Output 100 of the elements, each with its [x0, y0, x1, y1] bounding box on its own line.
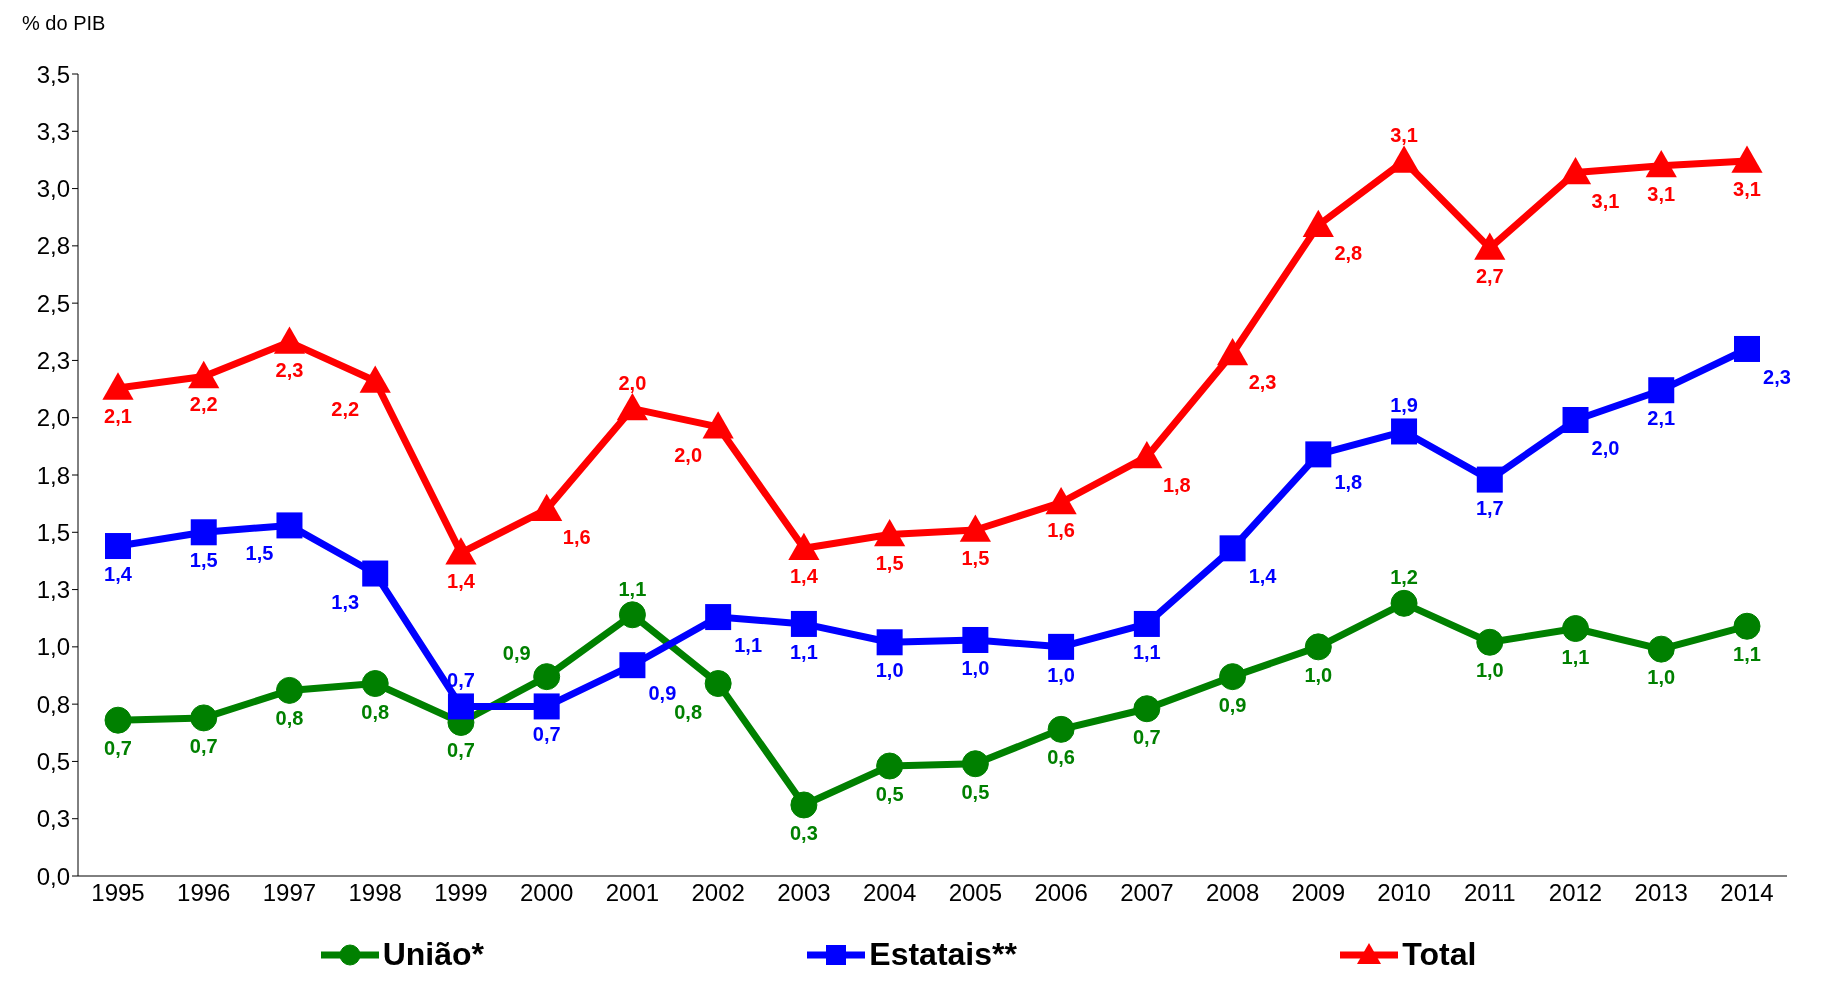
point — [1559, 156, 1592, 185]
data-label: 0,5 — [961, 780, 990, 803]
point — [275, 676, 303, 704]
x-tick-label: 2006 — [1034, 879, 1088, 907]
data-label: 0,7 — [104, 737, 132, 760]
data-label: 1,0 — [1304, 663, 1333, 686]
point — [190, 519, 217, 546]
x-tick-label: 2003 — [777, 879, 831, 907]
point — [1304, 633, 1332, 661]
point — [1647, 635, 1675, 663]
data-label: 0,7 — [447, 739, 475, 762]
y-tick-label: 0,0 — [36, 862, 70, 890]
point — [276, 512, 303, 539]
data-label: 0,7 — [447, 669, 475, 692]
data-label: 0,6 — [1047, 746, 1076, 769]
point — [1562, 615, 1590, 643]
x-tick-label: 1996 — [177, 879, 231, 907]
point — [1305, 441, 1332, 468]
data-label: 0,7 — [532, 723, 561, 746]
data-label: 0,8 — [674, 700, 703, 723]
point — [1474, 232, 1506, 260]
point — [1645, 150, 1677, 178]
data-label: 1,7 — [1475, 496, 1504, 519]
data-label: 1,1 — [1132, 640, 1161, 663]
data-label: 2,3 — [1763, 365, 1791, 388]
point — [104, 706, 132, 734]
data-label: 1,5 — [189, 549, 218, 572]
point — [962, 626, 989, 653]
point — [961, 750, 989, 778]
x-tick-label: 2007 — [1120, 879, 1174, 907]
data-label: 2,8 — [1334, 242, 1363, 265]
point — [1045, 486, 1077, 515]
point — [1131, 441, 1163, 469]
point — [1476, 628, 1504, 656]
data-label: 1,1 — [618, 577, 647, 600]
data-label: 1,1 — [789, 640, 818, 663]
data-label: 2,3 — [1248, 370, 1277, 393]
y-tick-label: 1,5 — [36, 518, 70, 546]
data-label: 0,9 — [502, 641, 531, 664]
y-tick-label: 1,3 — [36, 576, 70, 604]
x-tick-label: 2014 — [1720, 879, 1774, 907]
data-label: 1,9 — [1390, 394, 1418, 417]
data-label: 0,9 — [648, 682, 677, 705]
data-label: 0,8 — [361, 700, 390, 723]
y-tick-label: 3,3 — [36, 117, 70, 145]
point — [788, 532, 820, 561]
point — [1047, 715, 1075, 743]
point — [445, 537, 477, 565]
x-tick-label: 2013 — [1634, 879, 1688, 907]
point — [362, 560, 389, 587]
data-label: 1,4 — [789, 565, 819, 588]
point — [1390, 589, 1418, 617]
data-label: 3,1 — [1647, 182, 1676, 205]
point — [1733, 612, 1761, 640]
legend-label: Estatais** — [869, 936, 1017, 973]
point — [1133, 695, 1161, 723]
data-label: 0,7 — [189, 734, 218, 757]
point — [361, 670, 389, 698]
data-label: 2,1 — [1647, 407, 1676, 430]
data-label: 2,3 — [275, 359, 304, 382]
x-tick-label: 2008 — [1205, 879, 1260, 907]
data-label: 0,8 — [275, 707, 304, 730]
point — [790, 791, 818, 819]
data-label: 1,5 — [961, 546, 990, 569]
data-label: 1,8 — [1162, 473, 1191, 496]
x-tick-label: 2011 — [1463, 879, 1516, 907]
y-tick-label: 0,3 — [36, 805, 70, 833]
data-label: 2,2 — [331, 398, 360, 421]
x-tick-label: 2000 — [519, 879, 574, 907]
y-tick-label: 3,0 — [36, 175, 70, 203]
point — [1302, 209, 1334, 237]
point — [618, 601, 646, 629]
point — [616, 392, 649, 421]
data-label: 1,4 — [1248, 565, 1278, 588]
data-label: 1,0 — [875, 659, 904, 682]
x-tick-label: 2004 — [862, 879, 917, 907]
point — [359, 365, 391, 393]
point — [1648, 377, 1675, 404]
data-label: 1,2 — [1390, 566, 1418, 589]
data-label: 3,1 — [1390, 124, 1418, 147]
data-label: 1,5 — [875, 551, 904, 574]
data-label: 0,7 — [1132, 725, 1161, 748]
data-label: 1,1 — [1733, 643, 1761, 666]
data-label: 1,6 — [1047, 519, 1076, 542]
point — [1734, 335, 1760, 362]
data-label: 2,0 — [618, 371, 647, 394]
point — [705, 604, 732, 631]
data-label: 2,1 — [104, 404, 132, 427]
point — [876, 629, 903, 656]
x-tick-label: 2002 — [691, 879, 745, 907]
data-label: 1,8 — [1334, 471, 1363, 494]
data-label: 1,0 — [1047, 663, 1076, 686]
x-tick-label: 1999 — [434, 879, 488, 907]
data-label: 1,5 — [245, 542, 274, 565]
point — [1731, 145, 1763, 173]
point — [1133, 610, 1160, 637]
data-label: 1,3 — [331, 590, 360, 613]
x-tick-label: 2012 — [1548, 879, 1603, 907]
point — [874, 518, 906, 547]
point — [1562, 407, 1589, 434]
